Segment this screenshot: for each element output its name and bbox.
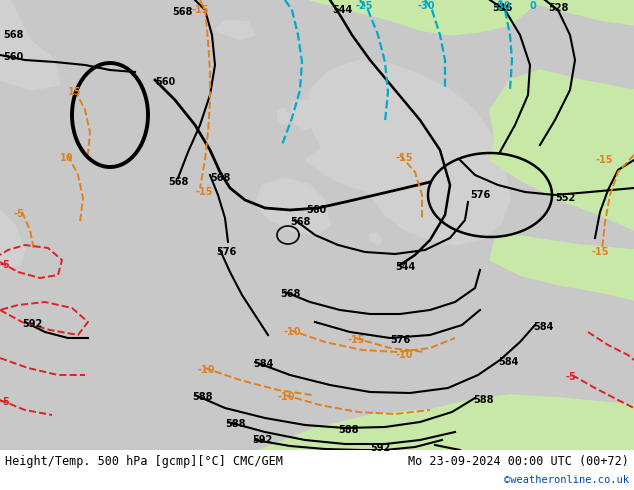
Text: 536: 536: [492, 3, 512, 13]
Text: 592: 592: [252, 435, 272, 445]
Text: 528: 528: [548, 3, 568, 13]
Text: Mo 23-09-2024 00:00 UTC (00+72): Mo 23-09-2024 00:00 UTC (00+72): [408, 455, 629, 468]
Text: 568: 568: [290, 217, 311, 227]
Text: -15: -15: [595, 155, 612, 165]
Polygon shape: [370, 232, 382, 245]
Text: 552: 552: [555, 193, 575, 203]
Text: 568: 568: [210, 173, 230, 183]
Polygon shape: [0, 0, 60, 90]
Polygon shape: [290, 100, 318, 130]
Text: 568: 568: [3, 30, 23, 40]
Text: -10: -10: [198, 365, 216, 375]
Text: 588: 588: [192, 392, 212, 402]
Polygon shape: [0, 210, 25, 270]
Text: 10: 10: [60, 153, 74, 163]
Text: 560: 560: [155, 77, 175, 87]
Text: -5: -5: [14, 209, 25, 219]
Text: -10: -10: [284, 327, 302, 337]
Text: -15: -15: [348, 335, 365, 345]
Text: 560: 560: [306, 205, 327, 215]
Polygon shape: [490, 70, 634, 230]
Text: 544: 544: [395, 262, 415, 272]
Text: ©weatheronline.co.uk: ©weatheronline.co.uk: [504, 475, 629, 485]
Text: -5: -5: [565, 372, 576, 382]
Text: 576: 576: [216, 247, 236, 257]
Text: 592: 592: [22, 319, 42, 329]
Text: 584: 584: [253, 359, 273, 369]
Polygon shape: [255, 178, 330, 235]
Text: 576: 576: [390, 335, 410, 345]
Text: -15: -15: [192, 5, 209, 15]
Text: -15: -15: [592, 247, 609, 257]
Text: 588: 588: [473, 395, 493, 405]
Polygon shape: [490, 235, 634, 300]
Polygon shape: [310, 0, 540, 35]
Text: 592: 592: [370, 443, 391, 453]
Text: 584: 584: [498, 357, 519, 367]
Text: 0: 0: [530, 1, 537, 11]
Text: 560: 560: [3, 52, 23, 62]
Text: 568: 568: [168, 177, 188, 187]
Text: 588: 588: [338, 425, 358, 435]
Text: 15: 15: [68, 87, 82, 97]
Polygon shape: [260, 410, 634, 450]
Text: 588: 588: [225, 419, 245, 429]
Polygon shape: [215, 20, 255, 40]
Text: 584: 584: [533, 322, 553, 332]
Text: -15: -15: [395, 153, 413, 163]
Text: -10: -10: [395, 350, 413, 360]
Text: -10: -10: [278, 392, 295, 402]
Polygon shape: [277, 108, 290, 125]
Text: -30: -30: [418, 1, 436, 11]
Polygon shape: [308, 60, 510, 245]
Text: -5: -5: [0, 397, 11, 407]
Text: -25: -25: [355, 1, 373, 11]
Text: 568: 568: [280, 289, 301, 299]
Text: 544: 544: [332, 5, 353, 15]
Text: Height/Temp. 500 hPa [gcmp][°C] CMC/GEM: Height/Temp. 500 hPa [gcmp][°C] CMC/GEM: [5, 455, 283, 468]
Text: 576: 576: [470, 190, 490, 200]
Polygon shape: [305, 140, 430, 192]
Text: -30: -30: [493, 1, 510, 11]
Polygon shape: [520, 0, 634, 25]
Text: -5: -5: [0, 260, 11, 270]
Text: 568: 568: [172, 7, 192, 17]
Text: -15: -15: [195, 187, 212, 197]
Polygon shape: [430, 395, 634, 450]
